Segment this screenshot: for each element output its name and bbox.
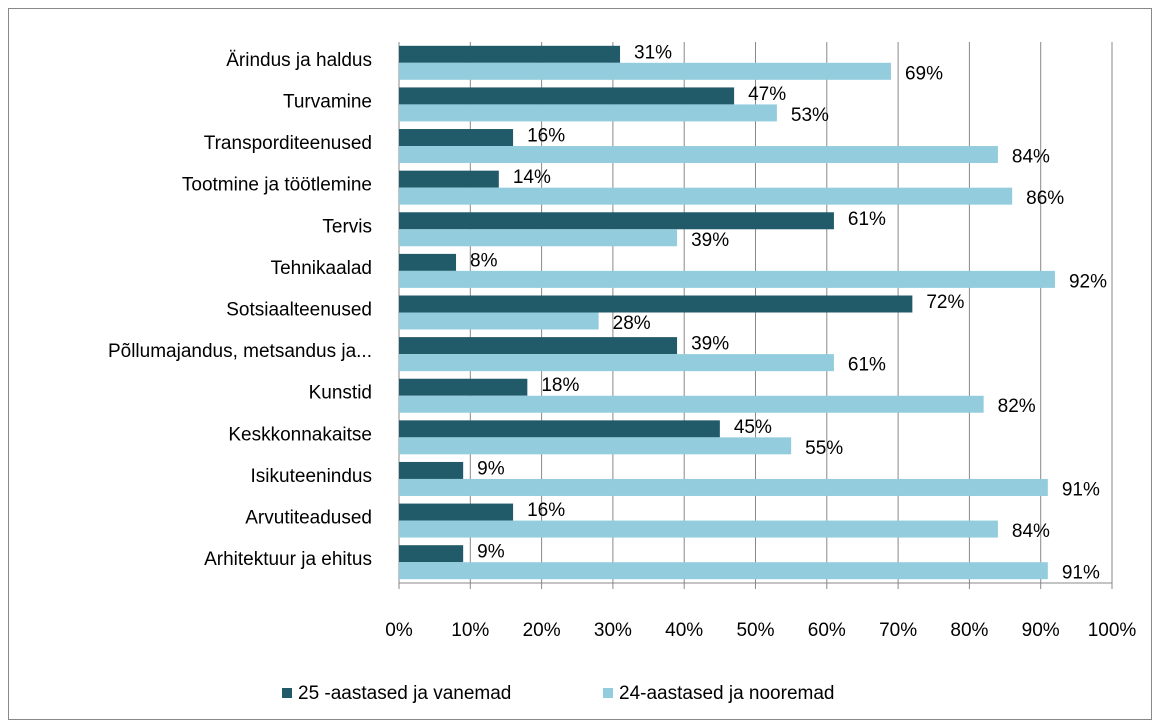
data-label: 18%: [541, 375, 579, 396]
data-label: 31%: [634, 42, 672, 63]
y-tick-label: Ärindus ja haldus: [226, 50, 372, 71]
data-label: 61%: [848, 209, 886, 230]
y-tick-label: Sotsiaalteenused: [226, 300, 372, 321]
data-label: 69%: [905, 63, 943, 84]
data-label: 86%: [1026, 188, 1064, 209]
y-tick-label: Isikuteenindus: [251, 466, 372, 487]
data-label: 14%: [513, 167, 551, 188]
data-label: 91%: [1062, 563, 1100, 584]
y-tick-label: Turvamine: [283, 91, 372, 112]
data-label: 92%: [1069, 271, 1107, 292]
data-label: 82%: [998, 396, 1036, 417]
data-label: 16%: [527, 126, 565, 147]
bar: [399, 212, 834, 230]
data-label: 16%: [527, 500, 565, 521]
x-tick-label: 20%: [523, 620, 561, 641]
bar: [399, 503, 514, 521]
bar: [399, 312, 599, 330]
x-tick-label: 80%: [950, 620, 988, 641]
y-tick-label: Põllumajandus, metsandus ja...: [108, 341, 372, 362]
x-tick-label: 60%: [808, 620, 846, 641]
bar: [399, 187, 1013, 205]
x-tick-label: 40%: [665, 620, 703, 641]
bar: [399, 295, 913, 313]
data-label: 9%: [477, 542, 505, 563]
bar: [399, 337, 678, 355]
legend-swatch: [282, 688, 292, 698]
data-label: 28%: [613, 313, 651, 334]
y-tick-label: Transporditeenused: [204, 133, 372, 154]
data-label: 53%: [791, 105, 829, 126]
bar: [399, 229, 678, 247]
legend-label: 25 -aastased ja vanemad: [298, 683, 511, 704]
data-label: 39%: [691, 230, 729, 251]
data-label: 61%: [848, 355, 886, 376]
bar: [399, 354, 834, 372]
y-tick-label: Kunstid: [309, 383, 372, 404]
x-tick-label: 100%: [1088, 620, 1137, 641]
bar: [399, 45, 621, 63]
bar: [399, 395, 984, 413]
bar: [399, 253, 457, 271]
data-label: 9%: [477, 458, 505, 479]
bar: [399, 545, 464, 563]
data-label: 91%: [1062, 479, 1100, 500]
x-tick-label: 10%: [451, 620, 489, 641]
bar: [399, 87, 735, 105]
bar: [399, 170, 499, 188]
data-label: 39%: [691, 334, 729, 355]
legend-label: 24-aastased ja nooremad: [619, 683, 834, 704]
bar: [399, 146, 998, 164]
data-label: 84%: [1012, 521, 1050, 542]
x-tick-label: 90%: [1022, 620, 1060, 641]
bar: [399, 520, 998, 538]
bar: [399, 270, 1055, 288]
x-tick-label: 70%: [879, 620, 917, 641]
x-tick-label: 0%: [385, 620, 413, 641]
y-tick-label: Tootmine ja töötlemine: [182, 175, 372, 196]
bar: [399, 562, 1048, 580]
data-label: 47%: [748, 84, 786, 105]
data-label: 84%: [1012, 147, 1050, 168]
y-tick-label: Arvutiteadused: [245, 508, 372, 529]
y-tick-label: Arhitektuur ja ehitus: [204, 549, 372, 570]
y-tick-label: Keskkonnakaitse: [228, 424, 372, 445]
bar: [399, 104, 777, 122]
data-label: 55%: [805, 438, 843, 459]
y-tick-label: Tervis: [322, 216, 372, 237]
data-label: 45%: [734, 417, 772, 438]
bar: [399, 62, 891, 80]
data-label: 72%: [926, 292, 964, 313]
y-tick-label: Tehnikaalad: [271, 258, 372, 279]
x-tick-label: 50%: [736, 620, 774, 641]
bar: [399, 420, 720, 438]
legend-swatch: [603, 688, 613, 698]
x-tick-label: 30%: [594, 620, 632, 641]
bar: [399, 437, 792, 455]
bar: [399, 461, 464, 479]
bar: [399, 378, 528, 396]
bar: [399, 129, 514, 147]
data-label: 8%: [470, 250, 498, 271]
bar: [399, 478, 1048, 496]
